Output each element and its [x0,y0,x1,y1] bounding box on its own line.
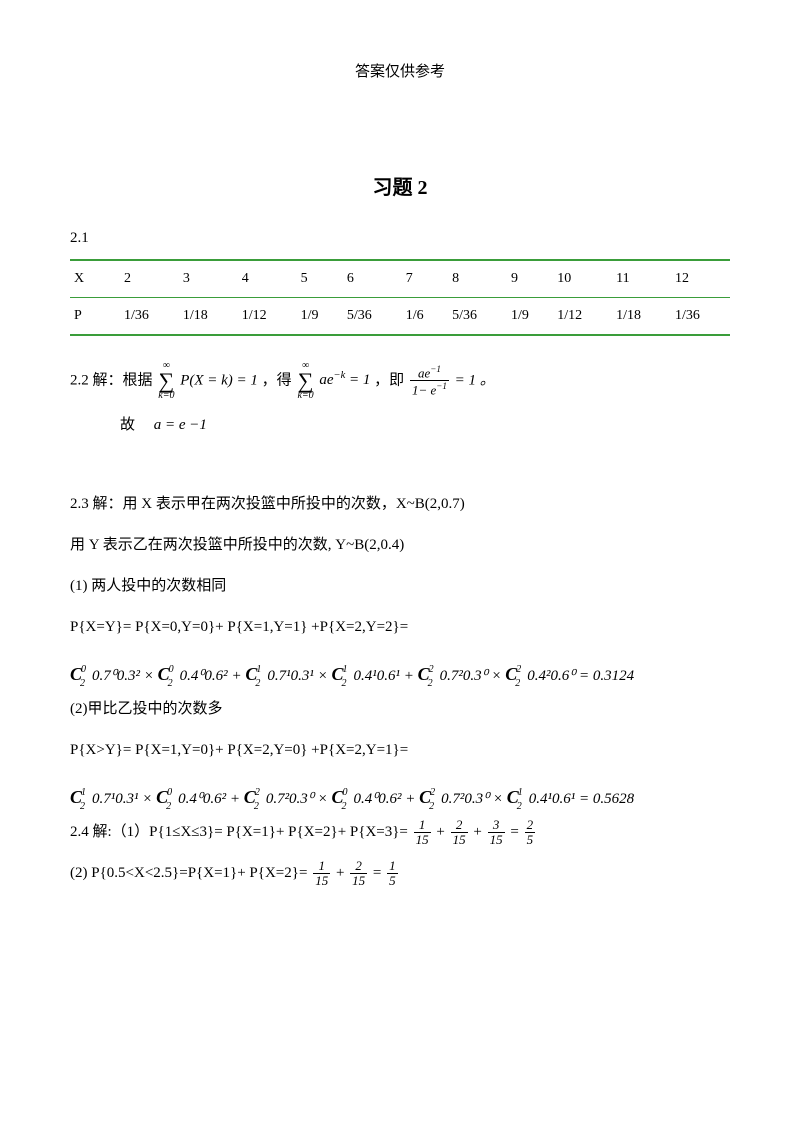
formula-1: C020.7⁰0.3² × C020.4⁰0.6² + C120.7¹0.3¹ … [70,664,730,685]
combination: C02 [158,664,180,685]
table-cell: 1/36 [120,298,179,336]
math-expr: ae−k = 1 [319,372,370,388]
fraction: 215 [350,859,367,889]
table-cell: 12 [671,260,730,298]
result: = 0.3124 [579,668,634,684]
table-cell: 3 [179,260,238,298]
fraction: 115 [414,818,431,848]
sigma-icon: ∞∑k=0 [158,361,174,401]
table-cell: 1/18 [179,298,238,336]
section-2-2-line2: 故 a = e −1 [120,409,730,442]
table-header-row: X 2 3 4 5 6 7 8 9 10 11 12 [70,260,730,298]
section-2-1-label: 2.1 [70,230,730,247]
fraction: 25 [525,818,536,848]
combination: C02 [331,787,353,808]
section-2-3-line5: (2)甲比乙投中的次数多 [70,693,730,726]
table-cell: 5 [297,260,343,298]
fraction: 315 [488,818,505,848]
section-2-2-line1: 2.2 解：根据 ∞∑k=0 P(X = k) = 1 ，得 ∞∑k=0 ae−… [70,361,730,401]
fraction: 15 [387,859,398,889]
table-cell: X [70,260,120,298]
math-expr: a = e −1 [154,417,207,433]
table-cell: 2 [120,260,179,298]
section-2-3-line6: P{X>Y}= P{X=1,Y=0}+ P{X=2,Y=0} +P{X=2,Y=… [70,734,730,767]
fraction: 215 [451,818,468,848]
table-cell: 5/36 [448,298,507,336]
table-cell: 1/36 [671,298,730,336]
table-cell: 1/18 [612,298,671,336]
table-cell: 11 [612,260,671,298]
combination: C02 [70,664,92,685]
section-2-4-line2: (2) P{0.5<X<2.5}=P{X=1}+ P{X=2}= 115 + 2… [70,857,730,890]
combination: C22 [418,664,440,685]
table-cell: 4 [238,260,297,298]
table-cell: 6 [343,260,402,298]
sigma-icon: ∞∑k=0 [297,361,313,401]
text: ，即 [374,372,404,388]
math-expr: P(X = k) = 1 [180,372,258,388]
table-cell: 10 [553,260,612,298]
table-cell: 1/12 [553,298,612,336]
table-cell: 1/9 [297,298,343,336]
section-2-4-line1: 2.4 解:（1）P{1≤X≤3}= P{X=1}+ P{X=2}+ P{X=3… [70,816,730,849]
fraction: 115 [313,859,330,889]
combination: C12 [245,664,267,685]
text: ，得 [262,372,292,388]
combination: C02 [156,787,178,808]
section-2-3-line3: (1) 两人投中的次数相同 [70,570,730,603]
section-2-3-line2: 用 Y 表示乙在两次投篮中所投中的次数, Y~B(2,0.4) [70,529,730,562]
table-cell: 1/9 [507,298,553,336]
table-cell: 1/12 [238,298,297,336]
text: 2.2 解：根据 [70,372,153,388]
table-cell: 5/36 [343,298,402,336]
text: 故 [120,417,135,433]
combination: C22 [244,787,266,808]
combination: C22 [505,664,527,685]
fraction: ae−1 1− e−1 [410,364,449,398]
result: = 0.5628 [579,791,634,807]
page-title: 习题 2 [70,171,730,200]
combination: C12 [70,787,92,808]
combination: C12 [507,787,529,808]
combination: C12 [331,664,353,685]
section-2-3-line1: 2.3 解：用 X 表示甲在两次投篮中所投中的次数，X~B(2,0.7) [70,488,730,521]
combination: C22 [419,787,441,808]
table-data-row: P 1/36 1/18 1/12 1/9 5/36 1/6 5/36 1/9 1… [70,298,730,336]
distribution-table: X 2 3 4 5 6 7 8 9 10 11 12 P 1/36 1/18 1… [70,259,730,336]
page-header: 答案仅供参考 [70,60,730,81]
table-cell: P [70,298,120,336]
table-cell: 9 [507,260,553,298]
table-cell: 8 [448,260,507,298]
table-cell: 7 [402,260,448,298]
text: 2.4 解:（1）P{1≤X≤3}= P{X=1}+ P{X=2}+ P{X=3… [70,824,408,840]
math-expr: = 1 。 [455,372,495,388]
section-2-3-line4: P{X=Y}= P{X=0,Y=0}+ P{X=1,Y=1} +P{X=2,Y=… [70,611,730,644]
text: (2) P{0.5<X<2.5}=P{X=1}+ P{X=2}= [70,865,307,881]
formula-2: C120.7¹0.3¹ × C020.4⁰0.6² + C220.7²0.3⁰ … [70,787,730,808]
table-cell: 1/6 [402,298,448,336]
